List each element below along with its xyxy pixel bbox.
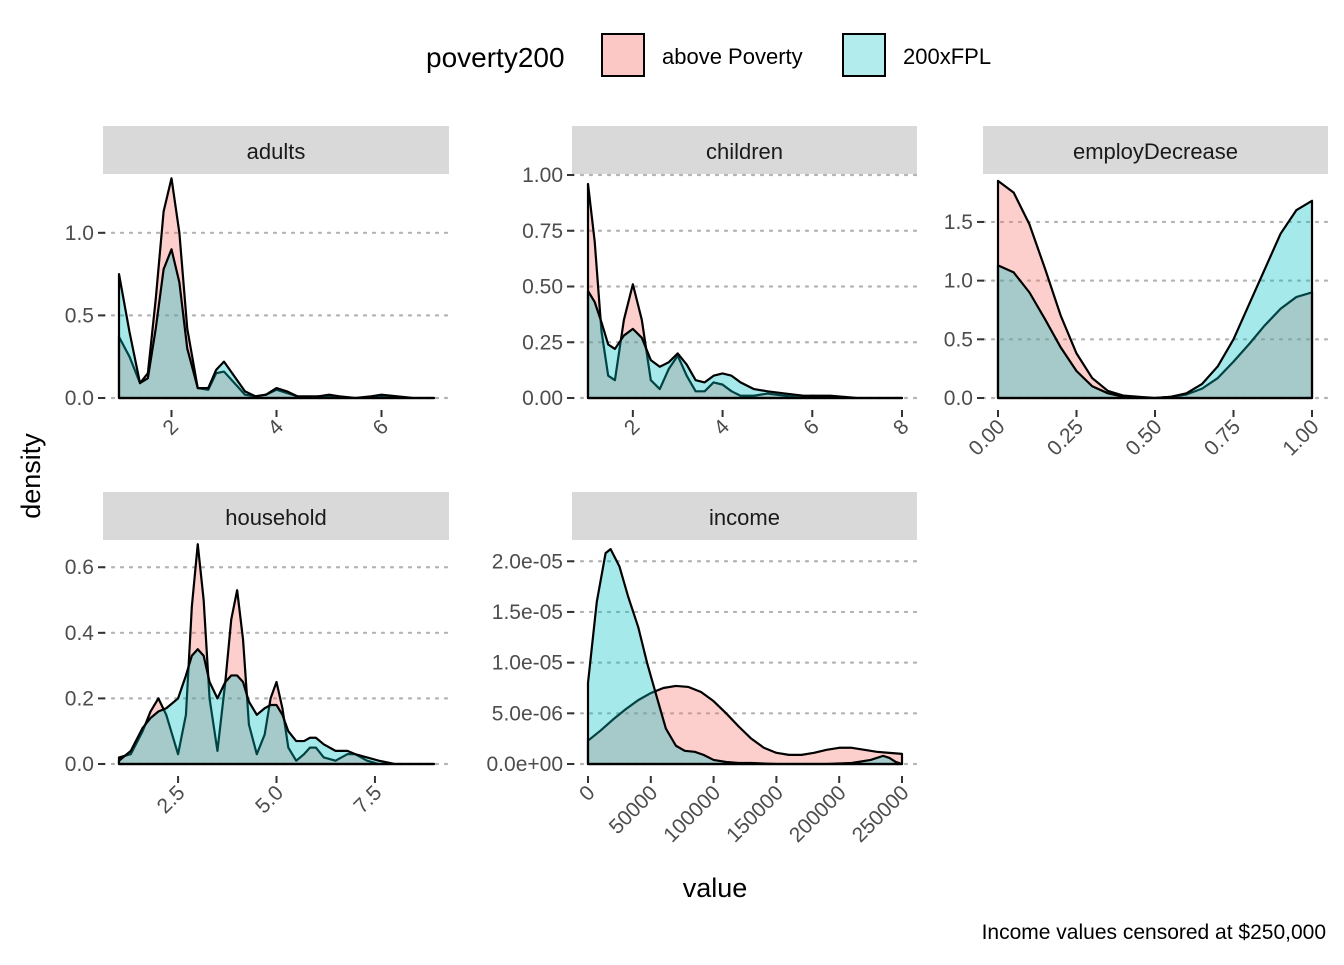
legend-label-above-poverty: above Poverty — [662, 44, 803, 69]
xtick-label-household-1: 5.0 — [251, 781, 288, 818]
panel-employDecrease: employDecrease 0.0 0.5 1.0 1.5 0.00 0.25 0.50 0.… — [944, 126, 1330, 460]
strip-label-income: income — [709, 505, 780, 530]
ytick-label-employDecrease-2: 1.0 — [944, 270, 973, 293]
density-adults-200xfpl — [117, 248, 436, 400]
y-axis-title: density — [16, 433, 46, 519]
legend-key-above-poverty — [601, 33, 645, 77]
panel-adults: adults 0.0 0.5 1.0 2 4 6 — [65, 126, 451, 440]
xtick-label-income-5: 250000 — [848, 781, 914, 847]
density-employDecrease-200xfpl — [996, 199, 1314, 400]
xtick-label-children-0: 2 — [620, 415, 645, 440]
strip-children — [572, 126, 917, 174]
strip-adults — [103, 126, 449, 174]
legend: poverty200 above Poverty 200xFPL — [426, 33, 991, 77]
density-household-200xfpl — [117, 648, 436, 766]
ytick-label-income-3: 1.5e-05 — [492, 601, 563, 624]
density-income-above-poverty — [586, 684, 904, 766]
density-income-200xfpl — [586, 548, 904, 766]
xtick-label-children-2: 6 — [799, 415, 824, 440]
strip-label-household: household — [225, 505, 327, 530]
ytick-label-children-0: 0.00 — [522, 387, 563, 410]
xtick-label-household-2: 7.5 — [350, 781, 387, 818]
ytick-label-adults-0: 0.0 — [65, 387, 94, 410]
xtick-label-employDecrease-1: 0.25 — [1043, 415, 1088, 460]
strip-employDecrease — [983, 126, 1328, 174]
ytick-label-income-2: 1.0e-05 — [492, 652, 563, 675]
xtick-label-employDecrease-4: 1.00 — [1278, 415, 1323, 460]
caption: Income values censored at $250,000 — [982, 921, 1326, 944]
xtick-label-children-1: 4 — [710, 415, 735, 440]
xtick-label-income-3: 150000 — [722, 781, 788, 847]
xtick-label-income-1: 50000 — [605, 781, 663, 839]
panel-household: household 0.0 0.2 0.4 0.6 2.5 5.0 7.5 — [65, 492, 451, 818]
legend-label-200xfpl: 200xFPL — [903, 44, 991, 69]
xtick-label-income-0: 0 — [575, 781, 600, 806]
xtick-label-employDecrease-3: 0.75 — [1200, 415, 1245, 460]
ytick-label-children-3: 0.75 — [522, 220, 563, 243]
ytick-label-adults-1: 0.5 — [65, 304, 94, 327]
xtick-label-household-0: 2.5 — [153, 781, 190, 818]
ytick-label-household-1: 0.2 — [65, 687, 94, 710]
strip-label-employDecrease: employDecrease — [1073, 139, 1238, 164]
panel-income: income 0.0e+00 5.0e-06 1.0e-05 1.5e-05 2.0e-0… — [487, 492, 919, 847]
xtick-label-employDecrease-0: 0.00 — [964, 415, 1009, 460]
density-children-200xfpl — [586, 289, 904, 400]
ytick-label-children-1: 0.25 — [522, 331, 563, 354]
ytick-label-employDecrease-0: 0.0 — [944, 387, 973, 410]
xtick-label-income-2: 100000 — [659, 781, 725, 847]
xtick-label-employDecrease-2: 0.50 — [1121, 415, 1166, 460]
ytick-label-employDecrease-3: 1.5 — [944, 211, 973, 234]
ytick-label-household-0: 0.0 — [65, 753, 94, 776]
ytick-label-income-0: 0.0e+00 — [487, 753, 564, 776]
ytick-label-household-3: 0.6 — [65, 556, 94, 579]
legend-key-200xfpl — [842, 33, 886, 77]
xtick-label-adults-0: 2 — [159, 415, 184, 440]
strip-label-children: children — [706, 139, 783, 164]
ytick-label-income-4: 2.0e-05 — [492, 550, 563, 573]
x-axis-title: value — [683, 873, 748, 903]
ytick-label-children-2: 0.50 — [522, 276, 563, 299]
xtick-label-children-3: 8 — [889, 415, 914, 440]
strip-label-adults: adults — [247, 139, 306, 164]
xtick-label-adults-1: 4 — [264, 415, 289, 440]
xtick-label-income-4: 200000 — [785, 781, 851, 847]
density-household-above-poverty — [117, 543, 436, 766]
ytick-label-household-2: 0.4 — [65, 622, 95, 645]
xtick-label-adults-2: 6 — [369, 415, 394, 440]
ytick-label-income-1: 5.0e-06 — [492, 702, 563, 725]
ytick-label-employDecrease-1: 0.5 — [944, 328, 973, 351]
legend-title: poverty200 — [426, 42, 565, 73]
strip-income — [572, 492, 917, 540]
panel-children: children 0.00 0.25 0.50 0.75 1.00 2 4 6 8 — [522, 126, 919, 440]
ytick-label-adults-2: 1.0 — [65, 222, 94, 245]
ytick-label-children-4: 1.00 — [522, 164, 563, 187]
strip-household — [103, 492, 449, 540]
